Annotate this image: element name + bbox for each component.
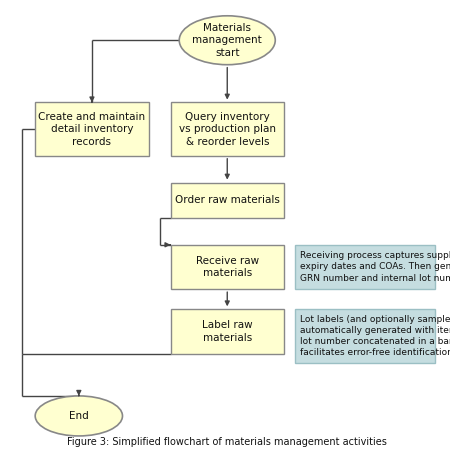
FancyBboxPatch shape bbox=[171, 309, 284, 354]
FancyBboxPatch shape bbox=[171, 183, 284, 218]
Text: Materials
management
start: Materials management start bbox=[193, 23, 262, 58]
Text: Receive raw
materials: Receive raw materials bbox=[196, 256, 259, 278]
Text: Query inventory
vs production plan
& reorder levels: Query inventory vs production plan & reo… bbox=[179, 112, 276, 146]
Ellipse shape bbox=[179, 16, 275, 65]
FancyBboxPatch shape bbox=[171, 245, 284, 289]
Text: Figure 3: Simplified flowchart of materials management activities: Figure 3: Simplified flowchart of materi… bbox=[68, 437, 387, 447]
Ellipse shape bbox=[35, 396, 122, 436]
FancyBboxPatch shape bbox=[171, 102, 284, 156]
FancyBboxPatch shape bbox=[295, 245, 435, 289]
Text: Label raw
materials: Label raw materials bbox=[202, 320, 252, 343]
Text: End: End bbox=[69, 411, 89, 421]
Text: Receiving process captures supplier lot numbers,
expiry dates and COAs. Then gen: Receiving process captures supplier lot … bbox=[300, 251, 450, 283]
FancyBboxPatch shape bbox=[295, 309, 435, 363]
Text: Lot labels (and optionally sample labels) are
automatically generated with item : Lot labels (and optionally sample labels… bbox=[300, 315, 450, 357]
Text: Order raw materials: Order raw materials bbox=[175, 195, 280, 205]
FancyBboxPatch shape bbox=[35, 102, 148, 156]
Text: Create and maintain
detail inventory
records: Create and maintain detail inventory rec… bbox=[38, 112, 145, 146]
